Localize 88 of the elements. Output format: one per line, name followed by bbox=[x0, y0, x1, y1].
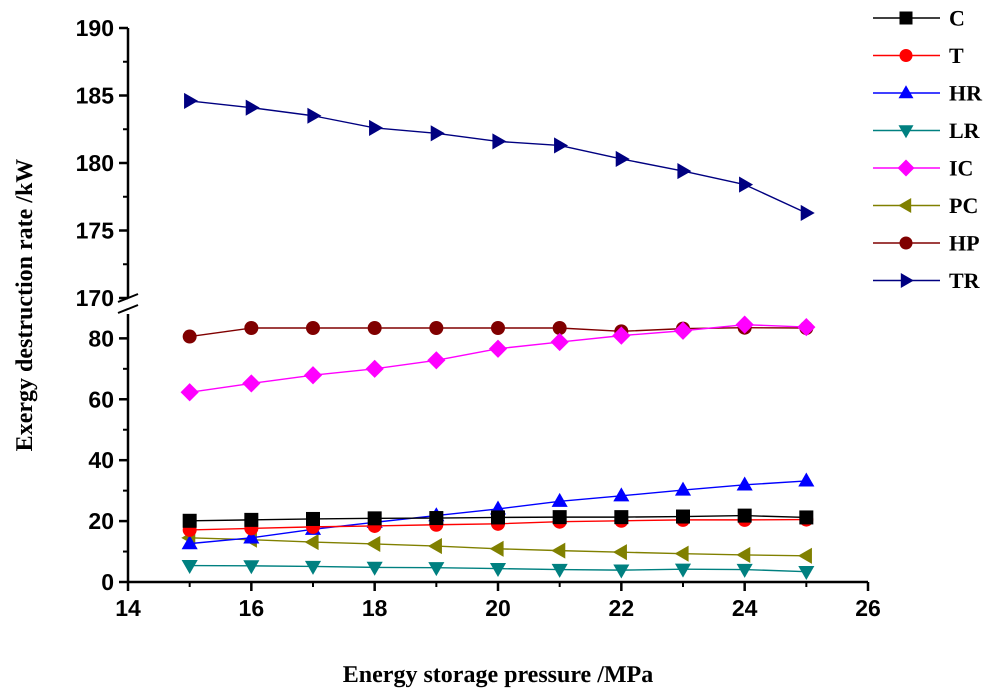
point bbox=[492, 133, 506, 150]
point bbox=[491, 321, 505, 335]
point bbox=[429, 511, 444, 526]
x-tick-label: 26 bbox=[855, 595, 881, 621]
point bbox=[244, 321, 258, 335]
point bbox=[304, 366, 322, 384]
point bbox=[180, 383, 199, 402]
point bbox=[182, 560, 198, 574]
point bbox=[612, 544, 627, 560]
x-tick-label: 20 bbox=[485, 595, 511, 621]
point bbox=[366, 536, 380, 552]
point bbox=[490, 540, 504, 557]
y-tick-label: 185 bbox=[76, 82, 114, 109]
point bbox=[184, 92, 198, 109]
point bbox=[490, 563, 506, 577]
point bbox=[736, 546, 750, 563]
point bbox=[614, 510, 628, 524]
point bbox=[674, 564, 692, 578]
y-tick-label: 80 bbox=[88, 325, 114, 352]
point bbox=[674, 322, 692, 340]
y-tick-label: 180 bbox=[76, 150, 114, 176]
point bbox=[550, 332, 569, 352]
point bbox=[799, 510, 814, 524]
y-tick-label: 20 bbox=[88, 508, 114, 534]
legend-label: C bbox=[949, 6, 965, 31]
point bbox=[366, 562, 383, 576]
point bbox=[676, 510, 690, 524]
point bbox=[182, 514, 197, 528]
point bbox=[306, 321, 320, 335]
y-tick-label: 0 bbox=[101, 569, 114, 596]
point bbox=[368, 511, 382, 526]
x-tick-label: 16 bbox=[238, 595, 264, 621]
point bbox=[368, 321, 382, 335]
x-tick-label: 14 bbox=[115, 595, 141, 621]
legend-label: T bbox=[949, 43, 964, 68]
point bbox=[243, 560, 260, 574]
point bbox=[430, 125, 445, 142]
point bbox=[427, 351, 446, 370]
point bbox=[428, 562, 444, 576]
point bbox=[429, 321, 444, 335]
point bbox=[674, 482, 692, 496]
point bbox=[182, 330, 197, 344]
point bbox=[488, 340, 508, 358]
point bbox=[616, 150, 630, 167]
x-tick-label: 22 bbox=[608, 595, 634, 621]
point bbox=[551, 542, 566, 559]
point bbox=[307, 108, 322, 124]
y-tick-label: 170 bbox=[76, 285, 114, 312]
point bbox=[428, 538, 442, 554]
point bbox=[554, 137, 568, 154]
point bbox=[304, 560, 322, 575]
point bbox=[552, 510, 567, 524]
point bbox=[739, 176, 754, 193]
point bbox=[552, 321, 567, 335]
point bbox=[797, 318, 816, 336]
x-axis-title: Energy storage pressure /MPa bbox=[342, 662, 654, 688]
y-tick-label: 60 bbox=[88, 386, 114, 412]
legend-label: HP bbox=[949, 230, 980, 256]
point bbox=[552, 564, 568, 578]
point bbox=[798, 548, 812, 564]
point bbox=[491, 510, 505, 524]
point bbox=[736, 564, 753, 578]
legend-label: LR bbox=[949, 118, 981, 144]
point bbox=[613, 564, 630, 579]
legend-label: PC bbox=[949, 193, 978, 218]
point bbox=[738, 508, 752, 523]
y-tick-label: 40 bbox=[88, 447, 114, 474]
point bbox=[246, 100, 260, 116]
legend-label: HR bbox=[949, 80, 984, 106]
y-tick-label: 175 bbox=[76, 218, 114, 244]
point bbox=[242, 374, 260, 393]
point bbox=[612, 326, 630, 345]
point bbox=[800, 204, 815, 221]
y-tick-label: 190 bbox=[76, 15, 114, 42]
point bbox=[798, 566, 814, 580]
x-tick-label: 24 bbox=[732, 595, 758, 621]
y-axis-title: Exergy destruction rate /kW bbox=[12, 158, 38, 452]
point bbox=[677, 163, 692, 180]
point bbox=[369, 120, 384, 136]
point bbox=[736, 316, 754, 334]
point bbox=[366, 360, 384, 378]
x-tick-label: 18 bbox=[362, 595, 388, 621]
point bbox=[674, 546, 689, 562]
legend-label: IC bbox=[949, 156, 974, 181]
point bbox=[244, 512, 258, 527]
legend-label: TR bbox=[949, 268, 981, 294]
point bbox=[306, 512, 320, 526]
point bbox=[304, 534, 319, 550]
